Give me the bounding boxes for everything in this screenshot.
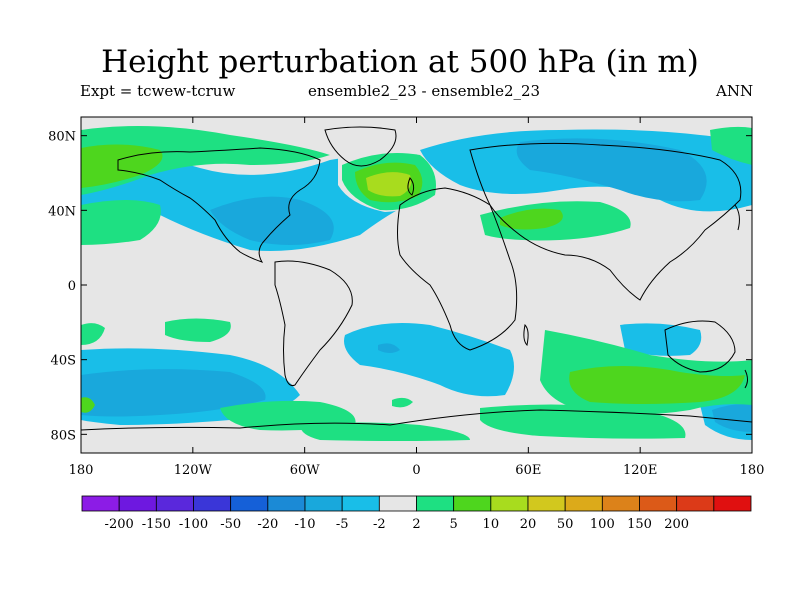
- lon-label: 0: [412, 463, 420, 478]
- colorbar-swatch: [601, 495, 640, 512]
- colorbar-label: -150: [142, 517, 171, 532]
- colorbar-label: 20: [520, 517, 537, 532]
- lat-label: 80N: [48, 130, 76, 145]
- north-america-coast: [117, 147, 321, 263]
- asia-coast: [469, 142, 742, 301]
- lon-label: 60W: [290, 463, 321, 478]
- colorbar-swatch: [378, 495, 417, 512]
- colorbar-swatch: [713, 495, 752, 512]
- colorbar-label: 200: [664, 517, 689, 532]
- tropical-pacific-high-2: [81, 323, 105, 345]
- lon-label: 180: [740, 463, 765, 478]
- axis-ticks: 80N 40N 0 40S 80S 180 120W 60W 0 60E 120E 180: [48, 117, 764, 478]
- colorbar-swatch: [341, 495, 380, 512]
- south-atlantic-low-core: [378, 343, 400, 353]
- colorbar-swatch: [193, 495, 232, 512]
- siberia-low-core: [516, 138, 707, 202]
- lat-label: 40N: [48, 204, 76, 219]
- colorbar-swatch: [267, 495, 306, 512]
- west-south-high: [81, 397, 95, 413]
- colorbar-label: -100: [179, 517, 208, 532]
- colorbar-label: 50: [557, 517, 574, 532]
- new-zealand-coast: [744, 369, 748, 389]
- antarctic-high-band: [300, 422, 470, 441]
- lon-label: 180: [69, 463, 94, 478]
- lon-label: 120W: [174, 463, 213, 478]
- antarctica-coast: [81, 409, 752, 431]
- colorbar-swatch: [564, 495, 603, 512]
- colorbar-label: -200: [105, 517, 134, 532]
- colorbar-swatch: [230, 495, 269, 512]
- lat-label: 80S: [51, 428, 76, 443]
- colorbar-swatch: [527, 495, 566, 512]
- ensemble-label: ensemble2_23 - ensemble2_23: [308, 82, 541, 100]
- arctic-high-east: [710, 126, 752, 165]
- colorbar-label: -20: [257, 517, 278, 532]
- field-layer: [81, 117, 752, 453]
- tropical-pacific-high-1: [165, 318, 231, 342]
- australia-coast: [664, 320, 736, 373]
- north-atlantic-high-peak: [366, 172, 412, 197]
- colorbar-swatch: [676, 495, 715, 512]
- page-title: Height perturbation at 500 hPa (in m): [101, 44, 699, 80]
- colorbar-swatch: [304, 495, 343, 512]
- north-america-low-core: [210, 196, 334, 245]
- uk-coast: [407, 177, 415, 196]
- southeast-low-core: [712, 404, 752, 432]
- south-pacific-low-core: [81, 369, 266, 417]
- colorbar-swatch: [155, 495, 194, 512]
- colorbar-label: 100: [590, 517, 615, 532]
- colorbar-label: 150: [627, 517, 652, 532]
- madagascar-coast: [523, 323, 529, 347]
- colorbar-swatch: [118, 495, 157, 512]
- arctic-high-west-core: [81, 144, 163, 188]
- lat-label: 40S: [51, 354, 76, 369]
- colorbar-swatch: [416, 495, 455, 512]
- colorbar-swatch: [490, 495, 529, 512]
- season-label: ANN: [716, 82, 754, 100]
- colorbar-label: -2: [373, 517, 386, 532]
- arctic-high-west: [81, 126, 330, 195]
- experiment-label: Expt = tcwew-tcruw: [80, 82, 236, 100]
- colorbar-swatch: [453, 495, 492, 512]
- colorbar-label: 2: [412, 517, 420, 532]
- japan-coast: [734, 204, 740, 231]
- colorbar-swatch: [639, 495, 678, 512]
- lon-label: 60E: [515, 463, 541, 478]
- small-high-patch: [392, 397, 413, 408]
- colorbar-label: -5: [336, 517, 349, 532]
- lat-label: 0: [68, 279, 76, 294]
- south-america-coast: [274, 260, 353, 386]
- colorbar-swatch: [81, 495, 120, 512]
- indian-ocean-low: [620, 323, 702, 356]
- greenland-coast: [324, 126, 397, 167]
- central-asia-high-core: [500, 208, 563, 230]
- colorbar: -200 -150 -100 -50 -20 -10 -5 -2 2 5 10 20 50 100 150 2…: [81, 495, 752, 532]
- colorbar-label: 5: [450, 517, 458, 532]
- north-pacific-high: [81, 200, 161, 245]
- lon-label: 120E: [623, 463, 657, 478]
- colorbar-label: -10: [295, 517, 316, 532]
- southern-indian-ocean-high-core: [569, 366, 745, 404]
- coastlines: [81, 126, 752, 431]
- south-atlantic-low: [344, 322, 514, 397]
- colorbar-label: 10: [483, 517, 500, 532]
- europe-africa-coast: [397, 187, 518, 351]
- colorbar-label: -50: [220, 517, 241, 532]
